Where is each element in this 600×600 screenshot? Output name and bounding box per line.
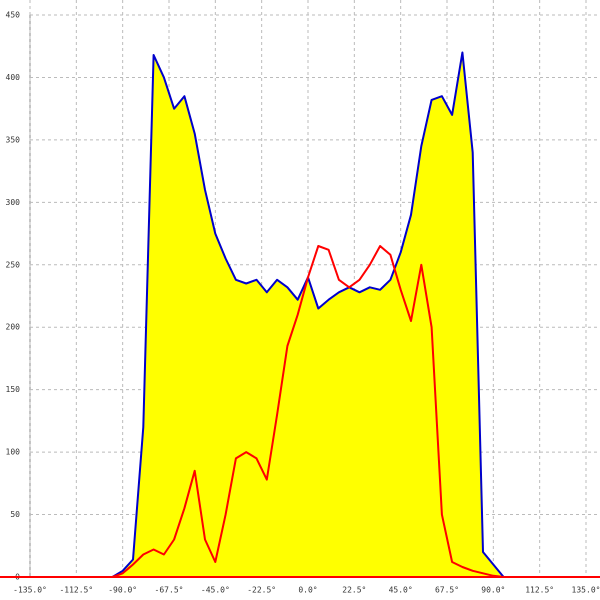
x-tick-label: 45.0° [389, 586, 413, 595]
x-tick-label: -135.0° [13, 586, 47, 595]
line [112, 245, 504, 578]
x-tick-label: 135.0° [572, 586, 600, 595]
x-tick-label: 67.5° [435, 586, 459, 595]
y-tick-label: 300 [6, 198, 21, 207]
y-tick-label: 200 [6, 323, 21, 332]
y-tick-label: 250 [6, 260, 21, 269]
x-tick-label: -67.5° [155, 586, 184, 595]
x-tick-label: 112.5° [525, 586, 554, 595]
x-tick-label: -90.0° [108, 586, 137, 595]
x-tick-label: -45.0° [201, 586, 230, 595]
x-tick-label: 22.5° [342, 586, 366, 595]
y-tick-label: 450 [6, 11, 21, 20]
area [112, 52, 504, 577]
x-tick-label: 90.0° [481, 586, 505, 595]
y-tick-label: 350 [6, 135, 21, 144]
y-tick-label: 100 [6, 448, 21, 457]
y-tick-label: 400 [6, 73, 21, 82]
x-tick-label: 0.0° [298, 586, 317, 595]
y-tick-label: 50 [10, 510, 20, 519]
y-tick-label: 150 [6, 385, 21, 394]
x-tick-label: -112.5° [59, 586, 93, 595]
x-tick-label: -22.5° [247, 586, 276, 595]
